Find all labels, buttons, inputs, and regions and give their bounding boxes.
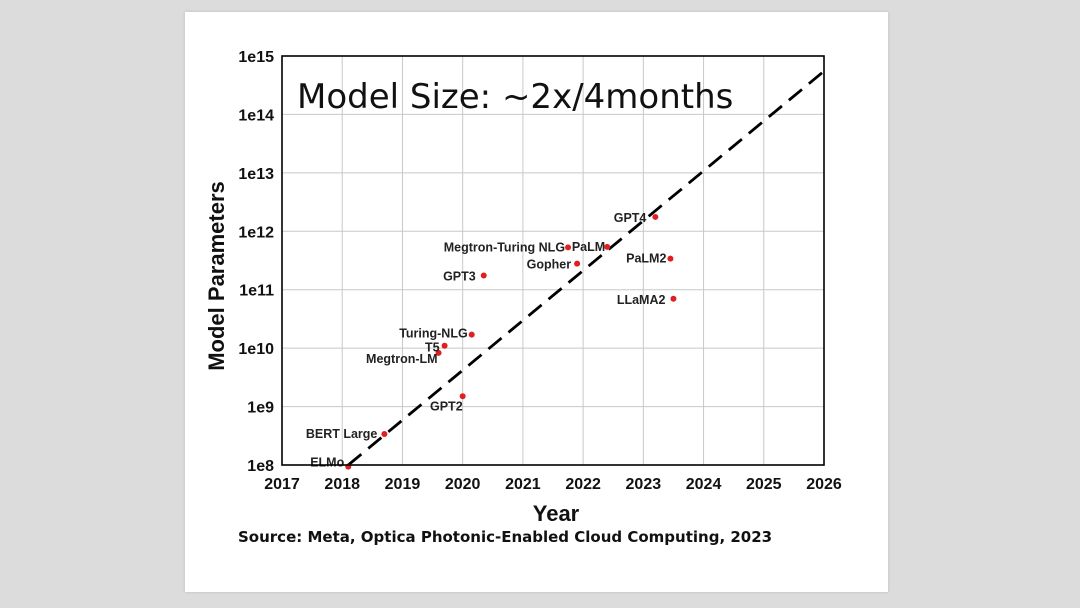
- point-megtron-lm: [435, 349, 442, 356]
- point-palm: [604, 243, 611, 250]
- point-turing-nlg: [468, 331, 475, 338]
- x-tick-label: 2025: [746, 476, 782, 493]
- point-label-palm: PaLM: [572, 240, 605, 254]
- point-label-megtron-lm: Megtron-LM: [366, 352, 438, 366]
- point-label-gpt3: GPT3: [443, 270, 476, 284]
- x-tick-label: 2017: [264, 476, 300, 493]
- x-axis-title: Year: [533, 501, 580, 526]
- point-label-elmo: ELMo: [310, 456, 344, 470]
- point-label-palm2: PaLM2: [626, 252, 666, 266]
- x-tick-label: 2026: [806, 476, 842, 493]
- x-tick-label: 2019: [385, 476, 421, 493]
- source-note: Source: Meta, Optica Photonic-Enabled Cl…: [238, 528, 772, 546]
- point-label-bert-large: BERT Large: [306, 427, 378, 441]
- point-gpt2: [459, 393, 466, 400]
- point-t5: [441, 342, 448, 349]
- slide: ELMo BERT Large GPT2 Megtron-LM T5 Turing-NLG…: [185, 12, 888, 592]
- x-tick-label: 2024: [686, 476, 722, 493]
- y-tick-label: 1e14: [238, 107, 274, 124]
- x-tick-label: 2022: [565, 476, 601, 493]
- plot-frame: [281, 55, 825, 466]
- y-tick-label: 1e12: [238, 224, 274, 241]
- point-palm2: [667, 255, 674, 262]
- point-bert-large: [381, 430, 388, 437]
- point-label-gpt4: GPT4: [614, 211, 647, 225]
- x-tick-label: 2021: [505, 476, 541, 493]
- point-label-turing-nlg: Turing-NLG: [399, 327, 468, 341]
- chart-title: Model Size: ~2x/4months: [297, 77, 733, 117]
- data-points: ELMo BERT Large GPT2 Megtron-LMT5Turing-NLG…: [306, 211, 677, 470]
- point-label-gopher: Gopher: [527, 258, 572, 272]
- x-tick-label: 2018: [324, 476, 360, 493]
- y-tick-label: 1e11: [239, 283, 274, 300]
- point-megtron-turing-nlg: [565, 244, 572, 251]
- x-tick-label: 2023: [626, 476, 662, 493]
- chart: ELMo BERT Large GPT2 Megtron-LMT5Turing-NLG…: [204, 49, 842, 546]
- trend-line-group: [347, 70, 825, 467]
- point-gopher: [574, 260, 581, 267]
- point-llama2: [670, 295, 677, 302]
- y-tick-label: 1e9: [247, 400, 274, 417]
- point-gpt3: [480, 272, 487, 279]
- x-tick-label: 2020: [445, 476, 481, 493]
- y-tick-label: 1e13: [238, 166, 274, 183]
- point-label-llama2: LLaMA2: [617, 293, 666, 307]
- axis-ticks: 2017 2018 2019 2020 2021 2022 2023 2024 2025 2026…: [238, 49, 841, 493]
- y-axis-title: Model Parameters: [204, 181, 229, 371]
- point-label-megtron-turing-nlg: Megtron-Turing NLG: [444, 240, 565, 254]
- trend-line: [347, 70, 825, 467]
- point-label-gpt2: GPT2: [430, 399, 463, 413]
- point-gpt4: [652, 213, 659, 220]
- y-tick-label: 1e15: [238, 49, 274, 66]
- y-tick-label: 1e10: [238, 341, 274, 358]
- point-label-t5: T5: [425, 341, 440, 355]
- y-tick-label: 1e8: [247, 458, 274, 475]
